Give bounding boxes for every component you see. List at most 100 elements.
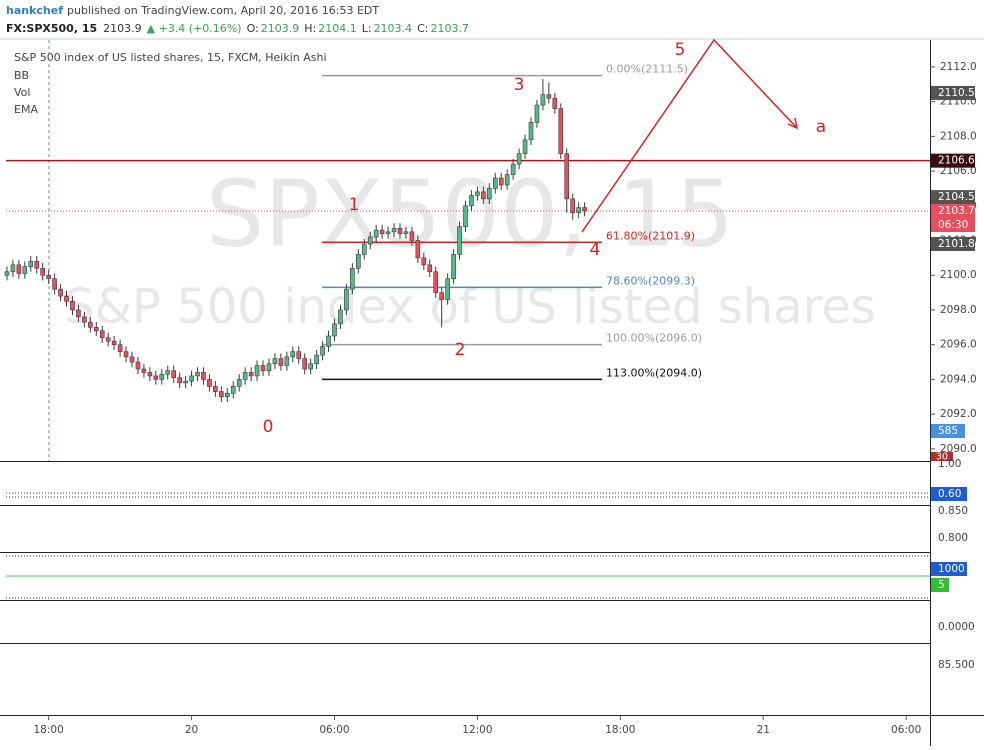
candle-body (492, 177, 498, 189)
ohlc-key: H: (304, 22, 316, 35)
candle-body (338, 309, 343, 325)
candle-body (576, 207, 581, 214)
wave-label: 5 (675, 40, 686, 60)
candle-body (367, 236, 373, 245)
legend-indicator[interactable]: EMA (14, 103, 38, 116)
y-tick-label: 2106.0 (940, 165, 977, 177)
candle-body (76, 309, 81, 318)
candle-body (46, 274, 51, 280)
candle-body (135, 361, 141, 370)
candle-body (296, 351, 302, 359)
candle-body (361, 243, 367, 255)
pane-label: 0.850 (938, 505, 968, 517)
candle-body (510, 163, 516, 175)
candle-body (159, 373, 165, 380)
countdown: 06:30 (938, 219, 968, 231)
ohlc-value: 2104.1 (318, 22, 357, 35)
candle-body (487, 188, 492, 200)
wave-arrows (581, 38, 799, 233)
candle-body (504, 174, 510, 186)
ohlc-key: L: (362, 22, 372, 35)
candle-body (326, 335, 331, 347)
candle-body (516, 153, 522, 165)
candle-body (52, 278, 57, 290)
candle-body (481, 191, 486, 200)
candle-body (147, 372, 153, 377)
legend-indicator[interactable]: Vol (14, 86, 30, 99)
price-tag (931, 236, 975, 251)
candle-body (105, 337, 111, 342)
candle-body (248, 372, 254, 377)
watermark-symbol: SPX500, 15 (206, 160, 734, 267)
ohlc-key: C: (417, 22, 428, 35)
candle-body (177, 377, 182, 384)
candle-body (302, 358, 308, 370)
candle-body (540, 94, 546, 106)
fib-label: 0.00%(2111.5) (606, 63, 688, 76)
candle-body (82, 316, 87, 323)
fib-label: 113.00%(2094.0) (606, 366, 702, 379)
price-tag (931, 190, 975, 205)
candle-body (4, 271, 10, 276)
candle-body (16, 264, 22, 274)
candle-body (278, 358, 284, 366)
candle-body (469, 195, 474, 207)
candle-body (534, 104, 540, 123)
price-tag (931, 153, 975, 168)
candle-body (373, 229, 379, 238)
candle-body (153, 375, 159, 380)
fib-label: 78.60%(2099.3) (606, 274, 695, 287)
candle-body (451, 254, 456, 280)
price-tag (931, 85, 975, 100)
author[interactable]: hankchef (6, 4, 63, 17)
last-price: 2103.9 (103, 22, 142, 35)
candle-body (379, 229, 385, 234)
candle-body (457, 226, 462, 255)
candle-body (28, 261, 34, 267)
candle-body (427, 264, 433, 273)
y-tick-label: 2092.0 (940, 408, 977, 420)
candle-body (201, 372, 206, 380)
candle-body (397, 228, 403, 234)
wave-label: 0 (263, 417, 274, 437)
candle-body (421, 257, 427, 266)
indicator-lines (6, 492, 930, 599)
candle-body (552, 97, 558, 109)
volume-tag (931, 452, 953, 461)
pane-borders (0, 40, 984, 746)
candle-body (445, 278, 450, 300)
candle-body (213, 386, 218, 392)
price-tag-label: 2103.7 (938, 205, 975, 217)
pane-label: 0.800 (938, 532, 968, 544)
plot: 0.00%(2111.5) 61.80%(2101.9) 78.60%(2099.3… (4, 63, 930, 402)
candle-body (260, 365, 266, 372)
candle-body (40, 267, 45, 276)
legend-indicator[interactable]: BB (14, 69, 29, 82)
pane-tag (931, 487, 967, 501)
change: ▲ +3.4 (+0.16%) (147, 22, 242, 35)
candle-body (88, 321, 93, 328)
y-tick-label: 2098.0 (940, 304, 977, 316)
y-tick-label: 2090.0 (940, 443, 977, 455)
price-tag-label: 2110.5 (938, 87, 975, 99)
candle-body (558, 108, 564, 155)
arrow-head (787, 117, 799, 130)
candle-body (344, 288, 349, 311)
symbol: FX:SPX500, 15 (6, 22, 97, 35)
candle-body (10, 264, 16, 273)
candle-body (528, 122, 534, 141)
candle-body (111, 340, 117, 345)
published: published on TradingView.com, April 20, … (67, 4, 379, 17)
candle-body (314, 354, 319, 365)
x-tick-label: 12:00 (462, 724, 492, 736)
candle-body (99, 330, 105, 339)
candle-body (93, 327, 99, 332)
candle-body (409, 231, 415, 241)
candle-body (350, 267, 355, 290)
ohlc-value: 2103.9 (261, 22, 300, 35)
y-tick-label: 2108.0 (940, 130, 977, 142)
candle-body (58, 288, 63, 297)
volume-tag-label: 585 (938, 425, 958, 437)
price-tag (931, 204, 975, 219)
